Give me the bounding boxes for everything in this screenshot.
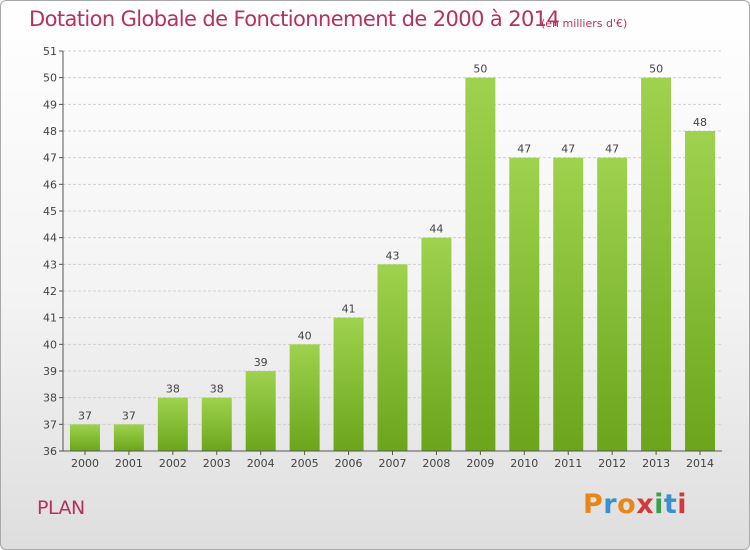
y-tick-label: 47 (43, 152, 57, 165)
axes (59, 50, 722, 455)
y-tick-label: 41 (43, 312, 57, 325)
labels: 36 37 38 39 40 41 42 43 44 45 46 47 48 49 50 51 37 2000 37… (43, 45, 714, 470)
bar-2004 (245, 371, 276, 451)
x-tick-label-2006: 2006 (335, 457, 363, 470)
logo-letter: x (636, 489, 655, 520)
logo-letter: t (663, 489, 678, 520)
x-tick-label-2011: 2011 (554, 457, 582, 470)
x-tick-label-2005: 2005 (291, 457, 319, 470)
data-label-2013: 50 (649, 63, 663, 76)
data-label-2008: 44 (429, 223, 443, 236)
bar-2009 (465, 77, 496, 452)
y-tick-label: 46 (43, 178, 57, 191)
x-tick-label-2007: 2007 (379, 457, 407, 470)
y-tick-label: 36 (43, 445, 57, 458)
data-label-2006: 41 (342, 303, 356, 316)
logo-letter: o (617, 489, 637, 520)
bar-2006 (333, 317, 364, 451)
y-tick-label: 42 (43, 285, 57, 298)
y-tick-label: 43 (43, 258, 57, 271)
x-tick-label-2003: 2003 (203, 457, 231, 470)
x-tick-label-2010: 2010 (510, 457, 538, 470)
chart-title: Dotation Globale de Fonctionnement de 20… (29, 7, 560, 31)
x-tick-label-2014: 2014 (686, 457, 714, 470)
y-tick-label: 44 (43, 232, 57, 245)
y-tick-label: 51 (43, 45, 57, 58)
bars (69, 77, 716, 452)
x-tick-label-2000: 2000 (71, 457, 99, 470)
proxiti-logo: Proxiti (583, 489, 687, 520)
y-tick-label: 49 (43, 98, 57, 111)
data-label-2007: 43 (386, 249, 400, 262)
bar-2007 (377, 264, 408, 451)
y-tick-label: 39 (43, 365, 57, 378)
data-label-2014: 48 (693, 116, 707, 129)
logo-letter: P (583, 489, 604, 520)
x-tick-label-2012: 2012 (598, 457, 626, 470)
logo-letter: i (677, 489, 688, 520)
y-tick-label: 40 (43, 338, 57, 351)
bar-2008 (421, 237, 452, 451)
x-tick-label-2013: 2013 (642, 457, 670, 470)
data-label-2009: 50 (473, 63, 487, 76)
logo-letter: i (654, 489, 664, 520)
data-label-2000: 37 (78, 409, 92, 422)
x-tick-label-2004: 2004 (247, 457, 275, 470)
bar-2013 (641, 77, 672, 452)
logo-letter: r (603, 489, 618, 520)
data-label-2001: 37 (122, 409, 136, 422)
data-label-2010: 47 (517, 143, 531, 156)
y-tick-label: 37 (43, 418, 57, 431)
y-tick-label: 50 (43, 72, 57, 85)
x-tick-label-2009: 2009 (466, 457, 494, 470)
data-label-2002: 38 (166, 383, 180, 396)
bar-2001 (113, 424, 144, 451)
bar-2014 (685, 131, 716, 451)
y-tick-label: 45 (43, 205, 57, 218)
commune-name: PLAN (37, 497, 85, 519)
bar-2002 (157, 397, 188, 451)
bar-2010 (509, 157, 540, 451)
data-label-2003: 38 (210, 383, 224, 396)
y-tick-label: 38 (43, 392, 57, 405)
chart-subtitle: (en milliers d'€) (541, 17, 628, 30)
data-label-2004: 39 (254, 356, 268, 369)
x-tick-label-2008: 2008 (422, 457, 450, 470)
x-tick-label-2001: 2001 (115, 457, 143, 470)
data-label-2012: 47 (605, 143, 619, 156)
data-label-2005: 40 (298, 329, 312, 342)
bar-2011 (553, 157, 584, 451)
data-label-2011: 47 (561, 143, 575, 156)
bar-2003 (201, 397, 232, 451)
bar-2000 (69, 424, 100, 451)
y-tick-label: 48 (43, 125, 57, 138)
bar-2005 (289, 344, 320, 451)
bar-2012 (597, 157, 628, 451)
x-tick-label-2002: 2002 (159, 457, 187, 470)
